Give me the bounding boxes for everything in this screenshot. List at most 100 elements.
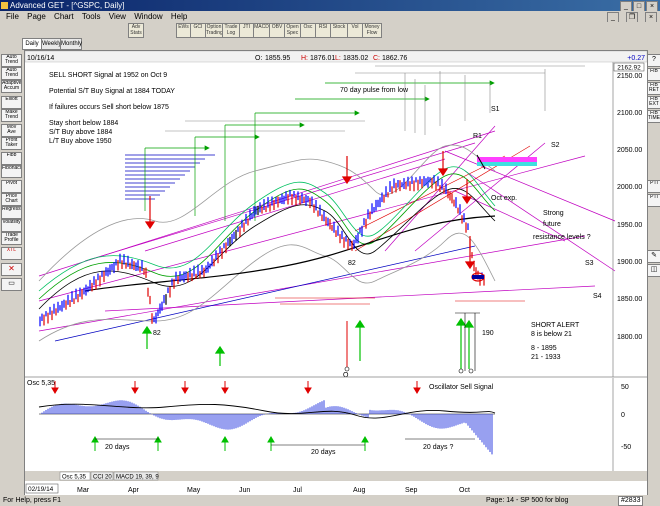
status-bar: For Help, press F1 Page: 14 - SP 500 for…: [0, 495, 660, 506]
osc-days-label: 20 days: [105, 444, 130, 451]
toolbar-button-osc[interactable]: Osc: [300, 23, 316, 38]
short-alert-title: SHORT ALERT: [531, 322, 580, 329]
window-title: Advanced GET - [^GSPC, Daily]: [10, 1, 125, 10]
tool-pti-1[interactable]: PTI: [647, 180, 660, 193]
tool-elliott[interactable]: Elliott: [1, 96, 22, 109]
tool-auto-trend-1[interactable]: Auto Trend: [1, 54, 22, 67]
toolbar-button-ews[interactable]: EWs: [176, 23, 191, 38]
label-s4: S4: [593, 293, 602, 300]
toolbar-button-option-trading[interactable]: Option Trading: [205, 23, 223, 38]
short-alert-line: 8 - 1895: [531, 345, 557, 352]
month-label: May: [187, 487, 201, 494]
tool-fib-ret[interactable]: FIB RET: [647, 82, 660, 95]
note-1: SELL SHORT Signal at 1952 on Oct 9: [49, 72, 167, 79]
menu-window[interactable]: Window: [134, 12, 163, 21]
price-axis-tick: 2000.00: [617, 184, 642, 191]
month-label: Aug: [353, 487, 366, 494]
ohlc-high-label: H:: [301, 55, 308, 62]
cyan-zone: [477, 162, 537, 166]
price-axis-tick: 2050.00: [617, 147, 642, 154]
left-toolbox: Auto Trend Auto Trend Adaptive Accum Ell…: [0, 50, 22, 480]
tool-profit-taker[interactable]: Profit Taker: [1, 137, 22, 150]
menu-bar: File Page Chart Tools View Window Help _…: [0, 11, 660, 23]
status-ticket: #2833: [618, 496, 644, 506]
menu-help[interactable]: Help: [170, 12, 188, 21]
toolbar-button-jti[interactable]: JTI: [239, 23, 254, 38]
app-icon: [1, 2, 8, 9]
osc-axis: 50 0 -50: [621, 384, 631, 451]
level-labels: S1 S2 S3 S4 R1 Oct exp. Strong future re…: [153, 106, 602, 379]
menu-page[interactable]: Page: [27, 12, 46, 21]
osc-days-label: 20 days: [311, 449, 336, 456]
tab-monthly[interactable]: Monthly: [60, 38, 82, 50]
toolbar: Adv Stats EWs GCI Option Trading Trade L…: [0, 22, 660, 39]
tool-price-chart[interactable]: Price Chart: [1, 193, 22, 206]
label-190: 190: [482, 330, 494, 337]
tool-mov-ave[interactable]: Mov Ave: [1, 124, 22, 137]
red-x-icon[interactable]: ✕: [1, 263, 22, 276]
box-icon[interactable]: ▭: [1, 278, 22, 291]
short-alert-line: 21 - 1933: [531, 354, 561, 361]
ohlc-low-label: L:: [335, 55, 341, 62]
toolbar-button-trade-log[interactable]: Trade Log: [222, 23, 240, 38]
short-alert: SHORT ALERT 8 is below 21 8 - 1895 21 - …: [531, 322, 580, 361]
menu-view[interactable]: View: [108, 12, 126, 21]
tool-volatility[interactable]: Volatility: [1, 219, 22, 232]
tool-pivot[interactable]: Pivot: [1, 180, 22, 193]
eraser-icon[interactable]: ◫: [647, 264, 660, 277]
tool-fib-ext[interactable]: FIB EXT: [647, 96, 660, 109]
osc-signal-label: Oscillator Sell Signal: [429, 384, 494, 391]
ohlc-high: 1876.01: [310, 55, 335, 62]
toolbar-button-rsi[interactable]: RSI: [315, 23, 331, 38]
chart-date: 10/16/14: [27, 55, 54, 62]
tool-xtl[interactable]: XTL: [1, 247, 22, 260]
note-4: Stay short below 1884: [49, 120, 118, 127]
toolbar-button-adv-stats[interactable]: Adv Stats: [128, 23, 144, 38]
short-alert-line: 8 is below 21: [531, 331, 572, 338]
tool-auto-trend-2[interactable]: Auto Trend: [1, 67, 22, 80]
tab-osc[interactable]: [59, 471, 91, 481]
toolbar-button-macd[interactable]: MACD: [253, 23, 270, 38]
toolbar-button-vol[interactable]: Vol: [347, 23, 363, 38]
label-low-82-aug: 82: [348, 260, 356, 267]
red-trend-lines: [275, 145, 531, 305]
tab-daily[interactable]: Daily: [22, 38, 42, 50]
osc-axis-tick: -50: [621, 444, 631, 451]
tab-weekly[interactable]: Weekly: [41, 38, 62, 50]
price-chart[interactable]: 10/16/14 O: 1855.95 H: 1876.01 L: 1835.0…: [24, 50, 648, 497]
toolbar-button-gci[interactable]: GCI: [190, 23, 206, 38]
menu-tools[interactable]: Tools: [81, 12, 101, 21]
tool-fibonacci[interactable]: Fibonacci: [1, 165, 22, 178]
toolbar-button-money-flow[interactable]: Money Flow: [362, 23, 382, 38]
tab-macd[interactable]: [113, 471, 159, 481]
tool-make-trend[interactable]: Make Trend: [1, 109, 22, 122]
period-tabbar: Daily Weekly Monthly: [0, 38, 660, 50]
label-o: O: [343, 372, 349, 379]
tab-cci-label: CCI 20: [93, 475, 112, 481]
price-axis-tick: 2100.00: [617, 110, 642, 117]
ohlc-low: 1835.02: [343, 55, 368, 62]
month-label: Jul: [293, 487, 302, 494]
month-label: Jun: [239, 487, 250, 494]
chart-window[interactable]: 10/16/14 O: 1855.95 H: 1876.01 L: 1835.0…: [24, 50, 648, 498]
pencil-icon[interactable]: ✎: [647, 250, 660, 263]
tool-pti-2[interactable]: PTI: [647, 194, 660, 207]
menu-chart[interactable]: Chart: [54, 12, 74, 21]
tool-regression[interactable]: Regression: [1, 206, 22, 219]
status-help: For Help, press F1: [3, 497, 61, 504]
ohlc-close-label: C:: [373, 55, 380, 62]
toolbar-button-stock[interactable]: Stock: [330, 23, 348, 38]
tool-fib[interactable]: FIB: [647, 68, 660, 81]
tool-fibb[interactable]: Fibb: [1, 152, 22, 165]
tool-adaptive-accum[interactable]: Adaptive Accum: [1, 80, 22, 93]
tool-fib-time[interactable]: FIB TIME: [647, 110, 660, 123]
date-box: 02/19/14: [28, 486, 54, 493]
title-bar: Advanced GET - [^GSPC, Daily] _ □ ×: [0, 0, 660, 12]
toolbar-button-open-spec[interactable]: Open Spec: [284, 23, 301, 38]
tab-cci[interactable]: [90, 471, 114, 481]
menu-file[interactable]: File: [6, 12, 19, 21]
help-icon[interactable]: ?: [647, 54, 660, 67]
osc-title: Osc 5,35: [27, 380, 55, 387]
tool-trade-profile[interactable]: Trade Profile: [1, 232, 22, 245]
toolbar-button-obv[interactable]: OBV: [269, 23, 285, 38]
